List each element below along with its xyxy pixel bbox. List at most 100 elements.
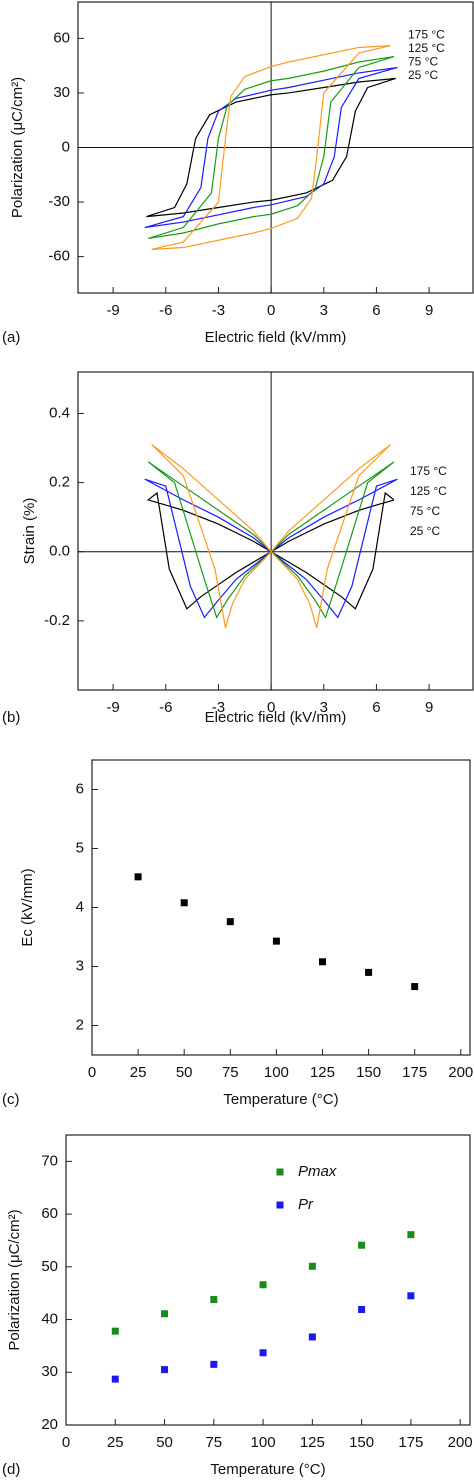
x-tick-label: -3	[212, 302, 225, 319]
y-tick-label: 20	[41, 1416, 58, 1433]
hysteresis-loop	[146, 491, 395, 610]
legend-label: 75 °C	[408, 55, 438, 69]
x-tick-label: 6	[372, 302, 380, 319]
point	[111, 1375, 119, 1383]
x-tick-label: 200	[448, 1064, 473, 1081]
x-axis-label: Temperature (°C)	[210, 1461, 325, 1478]
point	[411, 983, 419, 991]
y-tick-label: 0	[62, 138, 70, 155]
x-tick-label: 175	[402, 1064, 427, 1081]
plot-frame	[65, 1134, 471, 1426]
x-axis-label: Electric field (kV/mm)	[205, 709, 347, 726]
x-tick-label: 125	[310, 1064, 335, 1081]
hysteresis-loop	[144, 66, 398, 229]
x-tick-label: -9	[106, 302, 119, 319]
x-tick-label: 75	[222, 1064, 239, 1081]
y-tick-label: -60	[48, 248, 70, 265]
x-tick-label: -6	[159, 302, 172, 319]
y-tick-label: 70	[41, 1152, 58, 1169]
y-tick-label: 50	[41, 1258, 58, 1275]
x-tick-label: 75	[205, 1434, 222, 1451]
legend-label: 125 °C	[410, 484, 447, 498]
point	[226, 918, 234, 926]
point	[407, 1231, 415, 1239]
x-tick-label: 0	[62, 1434, 70, 1451]
legend-label: 175 °C	[408, 28, 445, 42]
hysteresis-loop	[151, 45, 391, 250]
x-tick-label: -3	[212, 699, 225, 716]
y-tick-label: 5	[76, 839, 84, 856]
x-tick-label: 100	[251, 1434, 276, 1451]
hysteresis-loop	[148, 55, 395, 240]
y-axis-label: Polarization (μC/cm²)	[9, 77, 26, 218]
panel-label: (d)	[2, 1461, 20, 1478]
y-tick-label: 40	[41, 1311, 58, 1328]
y-tick-label: 30	[53, 84, 70, 101]
y-axis-label: Ec (kV/mm)	[19, 868, 36, 946]
plot-frame	[91, 759, 471, 1056]
x-tick-label: 200	[448, 1434, 473, 1451]
panel-label: (c)	[2, 1091, 20, 1108]
y-tick-label: 3	[76, 957, 84, 974]
hysteresis-loop	[151, 444, 391, 628]
point	[272, 937, 280, 945]
x-tick-label: 125	[300, 1434, 325, 1451]
legend-label: 25 °C	[410, 524, 440, 538]
y-tick-label: 0.4	[49, 404, 70, 421]
plot-frame	[77, 371, 474, 691]
point	[358, 1241, 366, 1249]
x-tick-label: 100	[264, 1064, 289, 1081]
y-tick-label: 30	[41, 1363, 58, 1380]
x-tick-label: -6	[159, 699, 172, 716]
y-tick-label: 0.2	[49, 474, 70, 491]
hysteresis-loop	[146, 77, 396, 218]
x-tick-label: 9	[425, 302, 433, 319]
y-tick-label: 60	[53, 29, 70, 46]
legend-label: 175 °C	[410, 464, 447, 478]
point	[365, 968, 373, 976]
point	[358, 1306, 366, 1314]
x-tick-label: 3	[320, 699, 328, 716]
y-tick-label: 4	[76, 898, 84, 915]
legend-label: Pr	[298, 1196, 314, 1213]
point	[259, 1349, 267, 1357]
x-axis-label: Temperature (°C)	[223, 1091, 338, 1108]
legend-marker	[276, 1168, 284, 1176]
y-tick-label: -30	[48, 193, 70, 210]
legend-label: 75 °C	[410, 504, 440, 518]
hysteresis-loop	[147, 461, 395, 619]
point	[210, 1360, 218, 1368]
x-tick-label: 0	[267, 302, 275, 319]
point	[318, 958, 326, 966]
y-axis-label: Strain (%)	[21, 498, 38, 565]
y-tick-label: -0.2	[44, 612, 70, 629]
x-tick-label: 25	[130, 1064, 147, 1081]
legend-label: Pmax	[298, 1163, 337, 1180]
x-tick-label: 150	[356, 1064, 381, 1081]
x-axis-label: Electric field (kV/mm)	[205, 329, 347, 346]
y-tick-label: 2	[76, 1016, 84, 1033]
x-tick-label: 0	[267, 699, 275, 716]
point	[111, 1327, 119, 1335]
point	[407, 1292, 415, 1300]
point	[308, 1262, 316, 1270]
y-tick-label: 0.0	[49, 543, 70, 560]
point	[134, 873, 142, 881]
hysteresis-loop	[144, 478, 398, 619]
y-axis-label: Polarization (μC/cm²)	[6, 1209, 23, 1350]
point	[161, 1366, 169, 1374]
x-tick-label: 6	[372, 699, 380, 716]
x-tick-label: 25	[107, 1434, 124, 1451]
x-tick-label: 0	[88, 1064, 96, 1081]
x-tick-label: 50	[176, 1064, 193, 1081]
x-tick-label: 50	[156, 1434, 173, 1451]
x-tick-label: 175	[398, 1434, 423, 1451]
x-tick-label: 150	[349, 1434, 374, 1451]
legend-label: 25 °C	[408, 68, 438, 82]
point	[180, 899, 188, 907]
point	[308, 1333, 316, 1341]
y-tick-label: 60	[41, 1205, 58, 1222]
point	[210, 1296, 218, 1304]
point	[161, 1310, 169, 1318]
